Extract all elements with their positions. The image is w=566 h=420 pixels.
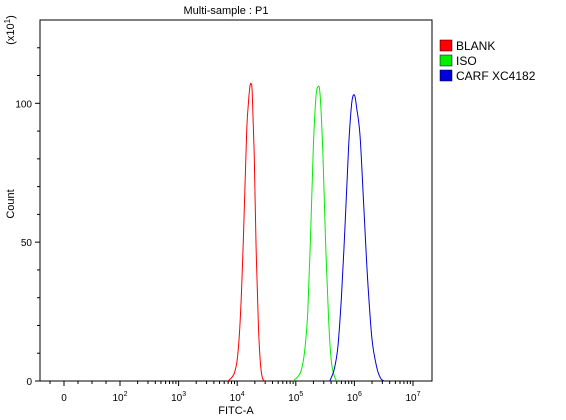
x-tick-exp: 7 (417, 391, 421, 398)
x-tick-base: 10 (405, 393, 417, 404)
x-tick-exp: 2 (124, 391, 128, 398)
plot-frame (39, 19, 433, 382)
x-tick-label: 103 (171, 391, 186, 404)
y-multiplier-base: (x10 (5, 23, 17, 44)
y-tick-label: 50 (21, 238, 33, 249)
x-tick-label: 106 (347, 391, 362, 404)
y-tick-label: 0 (26, 377, 32, 388)
series-line-carf-xc4182 (329, 94, 385, 382)
x-tick-base: 0 (61, 393, 67, 404)
x-tick-base: 10 (288, 393, 300, 404)
series-line-iso (292, 85, 338, 382)
x-tick-label: 0 (61, 393, 67, 404)
x-tick-label: 107 (405, 391, 420, 404)
x-tick-label: 104 (230, 391, 245, 404)
histogram-series (227, 82, 385, 382)
legend-label: ISO (456, 54, 477, 68)
x-tick-label: 102 (112, 391, 127, 404)
y-multiplier-exp: 1 (3, 18, 12, 23)
series-line-blank (227, 82, 266, 382)
x-tick-base: 10 (171, 393, 183, 404)
legend-swatch (439, 54, 453, 67)
chart-title: Multi-sample : P1 (184, 5, 269, 17)
x-tick-exp: 3 (182, 391, 186, 398)
x-tick-label: 105 (288, 391, 303, 404)
x-tick-base: 10 (230, 393, 242, 404)
x-tick-exp: 5 (299, 391, 303, 398)
x-axis-label: FITC-A (218, 405, 254, 417)
x-tick-exp: 4 (241, 391, 245, 398)
legend-swatch (439, 39, 453, 52)
y-multiplier-close: ) (5, 15, 17, 19)
x-tick-base: 10 (347, 393, 359, 404)
legend-label: BLANK (456, 39, 495, 53)
legend-swatch (439, 69, 453, 82)
y-tick-label: 100 (15, 99, 32, 110)
y-axis-label: Count (5, 189, 17, 218)
legend-label: CARF XC4182 (456, 69, 536, 83)
x-tick-base: 10 (112, 393, 124, 404)
y-multiplier-label: (x101) (3, 15, 17, 45)
x-tick-exp: 6 (358, 391, 362, 398)
